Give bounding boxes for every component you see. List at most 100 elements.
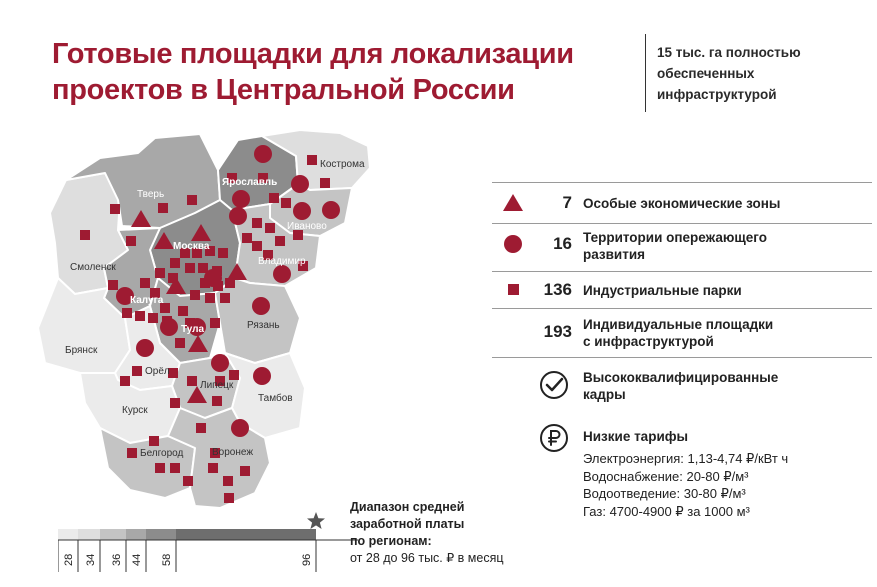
label-tula: Тула (181, 324, 205, 335)
triangle-icon (503, 194, 523, 211)
legend-text-line: Индивидуальные площадки (583, 317, 774, 332)
circle-marker (231, 419, 249, 437)
circle-marker (232, 190, 250, 208)
legend-text-line: с инфраструктурой (583, 334, 714, 349)
legend-divider (492, 223, 872, 224)
page-title: Готовые площадки для локализации проекто… (52, 36, 632, 108)
legend-count: 193 (543, 322, 572, 341)
label-bryansk: Брянск (65, 345, 98, 356)
label-ivanovo: Иваново (287, 221, 327, 232)
square-markers (80, 155, 330, 503)
scale-band-44 (126, 529, 146, 540)
subtitle-line-1: 15 тыс. га полностью (657, 45, 801, 60)
triangle-marker (131, 210, 151, 227)
legend-text: Высококвалифицированные кадры (583, 369, 778, 403)
tariffs-list: Электроэнергия: 1,13-4,74 ₽/кВт ч Водосн… (583, 450, 788, 520)
triangle-marker (227, 263, 247, 280)
ruble-icon (540, 424, 568, 452)
scale-band-34 (78, 529, 100, 540)
legend-divider (492, 182, 872, 183)
legend-text-line: Территории опережающего (583, 230, 767, 245)
star-icon (307, 512, 325, 529)
circle-marker (291, 175, 309, 193)
legend-divider (492, 271, 872, 272)
circle-marker (136, 339, 154, 357)
scale-range-text: от 28 до 96 тыс. ₽ в месяц (350, 551, 504, 565)
legend-text: Особые экономические зоны (583, 196, 781, 211)
central-russia-map: Кострома Ярославль Тверь Иваново Москва … (37, 129, 371, 509)
scale-tick-36: 36 (111, 554, 123, 566)
subtitle-line-2: обеспеченных (657, 66, 755, 81)
scale-tick-28: 28 (63, 554, 75, 566)
subtitle-line-3: инфраструктурой (657, 87, 777, 102)
label-lipetsk: Липецк (200, 380, 234, 391)
legend-text: Низкие тарифы (583, 429, 689, 444)
label-tver: Тверь (137, 189, 164, 200)
legend-text: Индустриальные парки (583, 283, 742, 298)
legend-text-line: развития (583, 247, 646, 262)
circle-marker (322, 201, 340, 219)
triangle-marker (154, 232, 174, 249)
legend-item-tariffs: Низкие тарифы (492, 422, 872, 452)
title-line-1: Готовые площадки для локализации (52, 38, 574, 70)
header-divider (645, 34, 646, 112)
scale-caption-line-3: по регионам: (350, 534, 432, 548)
scale-tick-96: 96 (301, 554, 313, 566)
title-line-2: проектов в Центральной России (52, 74, 515, 106)
scale-band-36 (100, 529, 126, 540)
label-smolensk: Смоленск (70, 262, 116, 273)
legend-item-sites: 193 Индивидуальные площадки с инфраструк… (492, 315, 872, 351)
legend-divider (492, 357, 872, 358)
header-subtitle: 15 тыс. га полностью обеспеченных инфрас… (657, 42, 867, 105)
legend-item-sez: 7 Особые экономические зоны (492, 190, 872, 216)
scale-tick-58: 58 (161, 554, 173, 566)
circle-marker (293, 202, 311, 220)
circle-marker (253, 367, 271, 385)
scale-tick-34: 34 (85, 554, 97, 566)
label-moscow: Москва (173, 241, 210, 252)
scale-caption-line-2: заработной платы (350, 517, 465, 531)
label-kaluga: Калуга (130, 295, 164, 306)
triangle-marker (166, 277, 186, 294)
legend-text: Территории опережающего развития (583, 229, 767, 263)
label-orel: Орёл (145, 366, 170, 377)
scale-band-28 (58, 529, 78, 540)
scale-tick-44: 44 (131, 554, 143, 566)
label-vladimir: Владимир (258, 256, 306, 267)
label-voronezh: Воронеж (212, 447, 253, 458)
label-kursk: Курск (122, 405, 148, 416)
checkmark-icon (540, 371, 568, 399)
circle-icon (504, 235, 522, 253)
scale-caption-line-1: Диапазон средней (350, 500, 465, 514)
label-ryazan: Рязань (247, 320, 280, 331)
label-yaroslavl: Ярославль (222, 177, 277, 188)
triangle-marker (191, 224, 211, 241)
circle-marker (116, 287, 134, 305)
legend-text: Индивидуальные площадки с инфраструктуро… (583, 316, 773, 350)
square-icon (508, 284, 519, 295)
legend-item-staff: Высококвалифицированные кадры (492, 367, 872, 403)
region-tambov (224, 352, 306, 439)
circle-marker (211, 354, 229, 372)
circle-marker (254, 145, 272, 163)
label-belgorod: Белгород (140, 448, 184, 459)
scale-band-96 (176, 529, 316, 540)
circle-marker (273, 265, 291, 283)
region-ryazan (214, 277, 301, 364)
tariff-gas: Газ: 4700-4900 ₽ за 1000 м³ (583, 503, 750, 519)
circle-marker (229, 207, 247, 225)
scale-band-58 (146, 529, 176, 540)
legend-text-line: кадры (583, 387, 626, 402)
tariff-drainage: Водоотведение: 30-80 ₽/м³ (583, 486, 746, 502)
tariff-electricity: Электроэнергия: 1,13-4,74 ₽/кВт ч (583, 451, 789, 466)
salary-scale: 28 34 36 44 58 96 (58, 512, 358, 572)
legend-divider (492, 308, 872, 309)
label-tambov: Тамбов (258, 392, 293, 404)
triangle-marker (187, 386, 207, 403)
legend-item-tor: 16 Территории опережающего развития (492, 229, 872, 265)
legend-text-line: Высококвалифицированные (583, 370, 779, 385)
circle-marker (252, 297, 270, 315)
triangle-marker (188, 335, 208, 352)
legend-count: 16 (553, 234, 572, 253)
map-markers (80, 145, 340, 503)
